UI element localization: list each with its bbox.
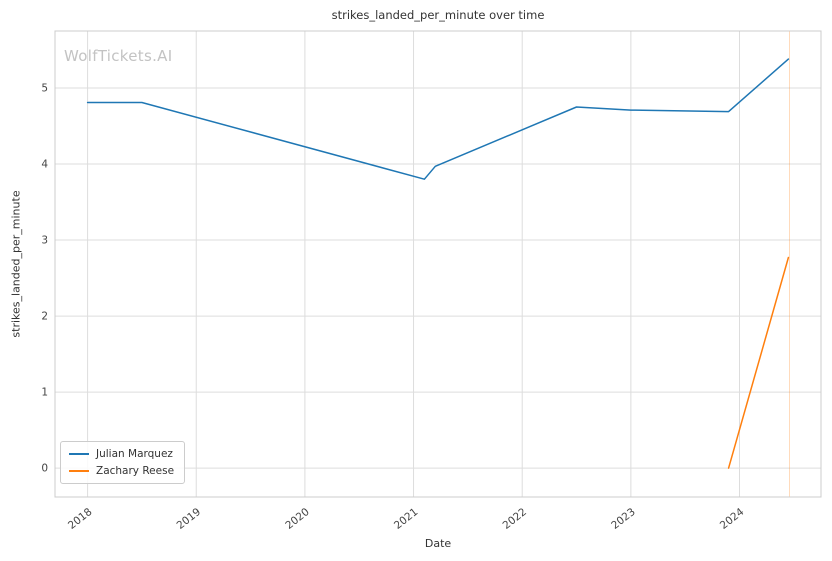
axes-spines: [54, 30, 822, 498]
x-tick-label: 2020: [283, 506, 311, 532]
y-tick-label: 2: [41, 311, 48, 323]
legend-entry: Julian Marquez: [69, 448, 174, 460]
y-tick-label: 0: [41, 463, 48, 475]
legend: Julian Marquez Zachary Reese: [60, 441, 186, 484]
y-tick-label: 5: [41, 83, 48, 95]
x-tick-label: 2022: [501, 506, 529, 532]
legend-line-swatch: [69, 453, 89, 455]
x-axis-label: Date: [424, 537, 452, 550]
x-tick-label: 2024: [718, 506, 747, 532]
legend-label: Julian Marquez: [96, 448, 173, 460]
y-tick-label: 1: [41, 387, 48, 399]
x-tick-label: 2023: [609, 506, 637, 532]
x-tick-label: 2019: [175, 506, 203, 532]
x-tick-label: 2018: [66, 506, 94, 532]
chart-title: strikes_landed_per_minute over time: [331, 8, 545, 22]
y-tick-label: 3: [41, 235, 48, 247]
x-tick-label: 2021: [392, 506, 420, 532]
series-line-zachary-reese: [727, 256, 790, 469]
legend-entry: Zachary Reese: [69, 465, 174, 477]
watermark: WolfTickets.AI: [64, 47, 173, 65]
series-line-julian-marquez: [86, 58, 790, 180]
legend-line-swatch: [69, 470, 89, 472]
y-axis-label: strikes_landed_per_minute: [9, 190, 23, 338]
plot-background: [55, 31, 821, 497]
y-tick-label: 4: [41, 159, 48, 171]
legend-label: Zachary Reese: [96, 465, 175, 477]
